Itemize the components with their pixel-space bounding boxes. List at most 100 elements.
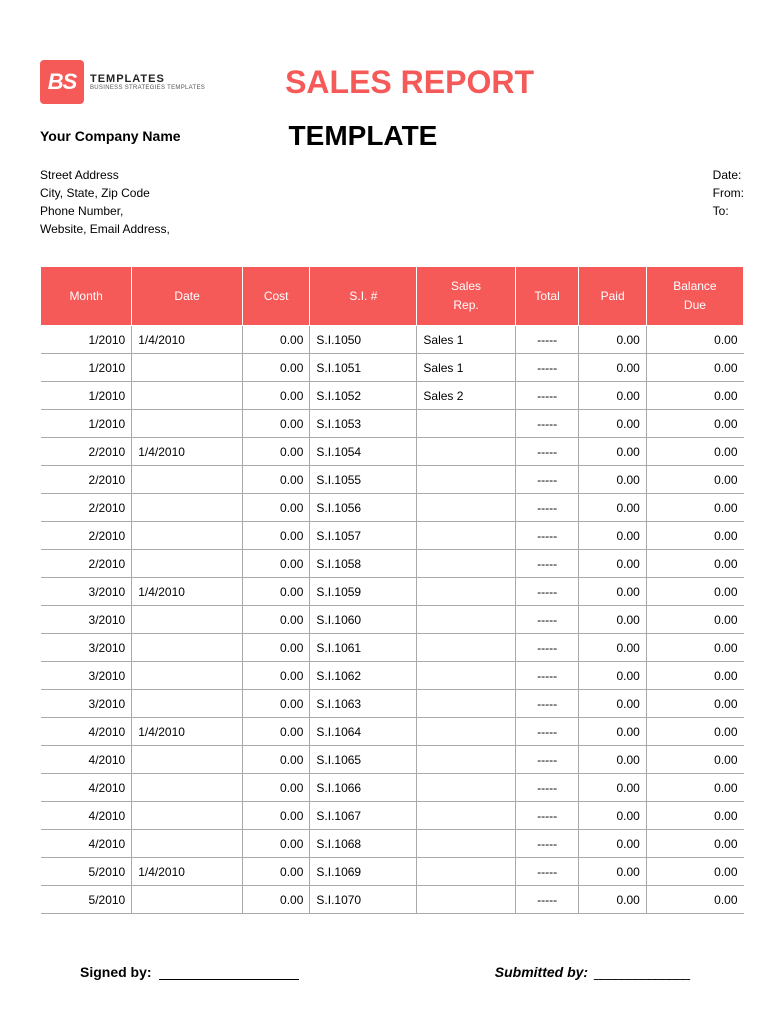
table-cell: 0.00 [646, 522, 743, 550]
table-cell: S.I.1066 [310, 774, 417, 802]
table-row: 3/20100.00S.I.1061-----0.000.00 [41, 634, 744, 662]
table-cell: 0.00 [646, 802, 743, 830]
table-cell: Sales 1 [417, 326, 515, 354]
table-cell: 0.00 [242, 858, 309, 886]
table-cell: 0.00 [646, 718, 743, 746]
table-row: 1/20100.00S.I.1051Sales 1-----0.000.00 [41, 354, 744, 382]
table-cell: ----- [515, 382, 579, 410]
table-cell [132, 550, 243, 578]
table-cell [417, 606, 515, 634]
col-header: Total [515, 267, 579, 326]
table-cell [132, 494, 243, 522]
table-cell: 0.00 [242, 466, 309, 494]
table-cell [132, 830, 243, 858]
company-name: Your Company Name [40, 128, 181, 144]
table-cell: S.I.1057 [310, 522, 417, 550]
table-cell: 0.00 [646, 690, 743, 718]
table-cell: 2/2010 [41, 522, 132, 550]
table-cell: ----- [515, 550, 579, 578]
table-cell: 1/2010 [41, 410, 132, 438]
table-cell: Sales 2 [417, 382, 515, 410]
table-cell: 0.00 [579, 550, 646, 578]
table-cell [417, 522, 515, 550]
table-cell: 0.00 [646, 606, 743, 634]
signed-by: Signed by: [80, 964, 299, 980]
submitted-line[interactable]: ______________ [594, 964, 704, 980]
table-cell [132, 690, 243, 718]
table-cell: 3/2010 [41, 634, 132, 662]
company-address: Street Address City, State, Zip Code Pho… [40, 166, 170, 238]
table-cell: 0.00 [646, 550, 743, 578]
table-cell: 0.00 [242, 438, 309, 466]
table-cell: 3/2010 [41, 606, 132, 634]
table-cell: 0.00 [242, 634, 309, 662]
logo-text: TEMPLATES BUSINESS STRATEGIES TEMPLATES [90, 74, 205, 91]
table-cell: 2/2010 [41, 550, 132, 578]
signed-line[interactable] [159, 979, 299, 980]
table-cell: S.I.1064 [310, 718, 417, 746]
table-cell [417, 774, 515, 802]
table-cell: ----- [515, 662, 579, 690]
submitted-label: Submitted by: [495, 964, 588, 980]
table-cell: 0.00 [646, 494, 743, 522]
table-row: 4/20100.00S.I.1066-----0.000.00 [41, 774, 744, 802]
table-cell [132, 662, 243, 690]
table-cell: ----- [515, 354, 579, 382]
table-cell [132, 522, 243, 550]
table-cell: 0.00 [242, 550, 309, 578]
table-cell: 4/2010 [41, 774, 132, 802]
table-cell: 0.00 [242, 326, 309, 354]
col-header: BalanceDue [646, 267, 743, 326]
table-cell [132, 606, 243, 634]
col-header: Paid [579, 267, 646, 326]
table-cell: 4/2010 [41, 746, 132, 774]
table-cell [132, 382, 243, 410]
table-cell: ----- [515, 578, 579, 606]
table-cell: S.I.1063 [310, 690, 417, 718]
table-cell: 0.00 [579, 606, 646, 634]
table-row: 2/20100.00S.I.1056-----0.000.00 [41, 494, 744, 522]
table-cell: S.I.1068 [310, 830, 417, 858]
table-cell: Sales 1 [417, 354, 515, 382]
table-cell: 0.00 [579, 466, 646, 494]
table-cell: 5/2010 [41, 858, 132, 886]
table-cell: 0.00 [646, 886, 743, 914]
table-cell: S.I.1065 [310, 746, 417, 774]
table-head-row: MonthDateCostS.I. #SalesRep.TotalPaidBal… [41, 267, 744, 326]
table-cell: 0.00 [646, 746, 743, 774]
table-cell: 0.00 [579, 494, 646, 522]
meta-from-label: From: [713, 184, 744, 202]
table-cell: ----- [515, 438, 579, 466]
table-cell: 0.00 [646, 634, 743, 662]
table-cell: 0.00 [579, 354, 646, 382]
table-cell: 0.00 [646, 830, 743, 858]
table-cell [417, 746, 515, 774]
logo-text-main: TEMPLATES [90, 74, 205, 85]
table-cell: S.I.1053 [310, 410, 417, 438]
table-cell: ----- [515, 718, 579, 746]
table-cell [417, 438, 515, 466]
table-cell: S.I.1058 [310, 550, 417, 578]
table-cell: 0.00 [242, 522, 309, 550]
table-row: 4/20101/4/20100.00S.I.1064-----0.000.00 [41, 718, 744, 746]
table-head: MonthDateCostS.I. #SalesRep.TotalPaidBal… [41, 267, 744, 326]
logo-text-sub: BUSINESS STRATEGIES TEMPLATES [90, 85, 205, 91]
col-header: Date [132, 267, 243, 326]
table-cell: 0.00 [242, 606, 309, 634]
table-cell: S.I.1050 [310, 326, 417, 354]
table-cell: S.I.1062 [310, 662, 417, 690]
table-cell: S.I.1060 [310, 606, 417, 634]
table-cell [417, 718, 515, 746]
table-cell: 0.00 [579, 830, 646, 858]
table-cell [417, 550, 515, 578]
table-cell: 0.00 [579, 522, 646, 550]
doc-meta: Date: From: To: [713, 166, 744, 238]
table-cell: ----- [515, 886, 579, 914]
table-cell [417, 690, 515, 718]
table-cell: ----- [515, 494, 579, 522]
table-cell: S.I.1054 [310, 438, 417, 466]
table-cell: 0.00 [646, 354, 743, 382]
table-cell: S.I.1059 [310, 578, 417, 606]
info-row: Street Address City, State, Zip Code Pho… [40, 166, 744, 238]
table-cell [132, 466, 243, 494]
